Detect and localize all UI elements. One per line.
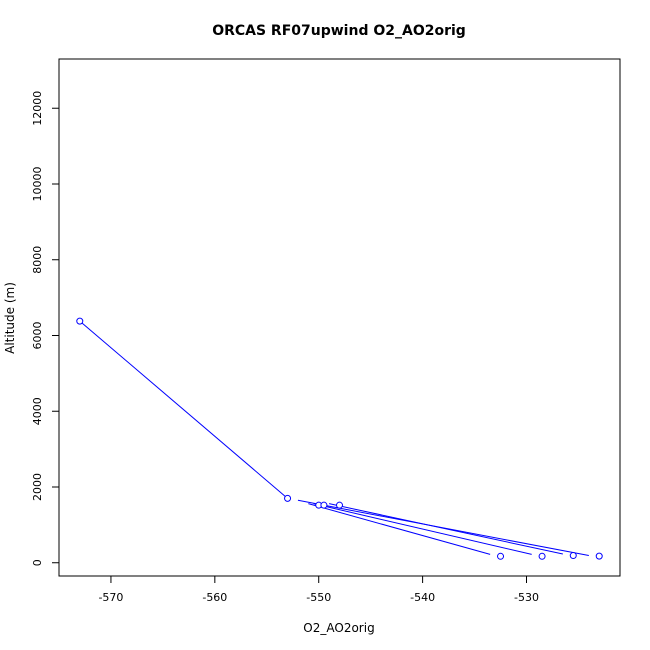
series-points: [76, 317, 603, 560]
data-point: [569, 552, 577, 560]
x-axis-label: O2_AO2orig: [303, 621, 374, 635]
x-axis: -570 -560 -550 -540 -530: [98, 576, 539, 604]
y-tick-label: 12000: [31, 91, 44, 126]
data-point: [497, 552, 505, 560]
y-tick-label: 8000: [31, 246, 44, 274]
y-tick-label: 10000: [31, 166, 44, 201]
x-tick-label: -560: [202, 591, 227, 604]
series-segment: [308, 503, 491, 555]
x-tick-label: -550: [306, 591, 331, 604]
data-point: [336, 501, 343, 509]
data-point: [595, 552, 603, 560]
x-tick-label: -530: [514, 591, 539, 604]
plot-frame: [58, 58, 621, 577]
series-segment: [329, 503, 563, 555]
x-tick-label: -540: [410, 591, 435, 604]
data-point: [538, 552, 546, 560]
x-tick-label: -570: [98, 591, 123, 604]
y-tick-label: 2000: [31, 473, 44, 501]
y-tick-label: 4000: [31, 397, 44, 425]
data-point: [320, 501, 328, 509]
series-segment: [313, 503, 532, 555]
y-tick-label: 6000: [31, 321, 44, 349]
data-point: [76, 317, 84, 325]
y-axis: 0 2000 4000 6000 8000 10000 12000: [31, 91, 59, 566]
chart-title: ORCAS RF07upwind O2_AO2orig: [212, 23, 466, 39]
data-point: [284, 494, 292, 502]
y-tick-label: 0: [31, 559, 44, 566]
y-axis-label: Altitude (m): [3, 282, 17, 354]
series-segment: [79, 320, 288, 499]
series-lines: [79, 320, 589, 557]
